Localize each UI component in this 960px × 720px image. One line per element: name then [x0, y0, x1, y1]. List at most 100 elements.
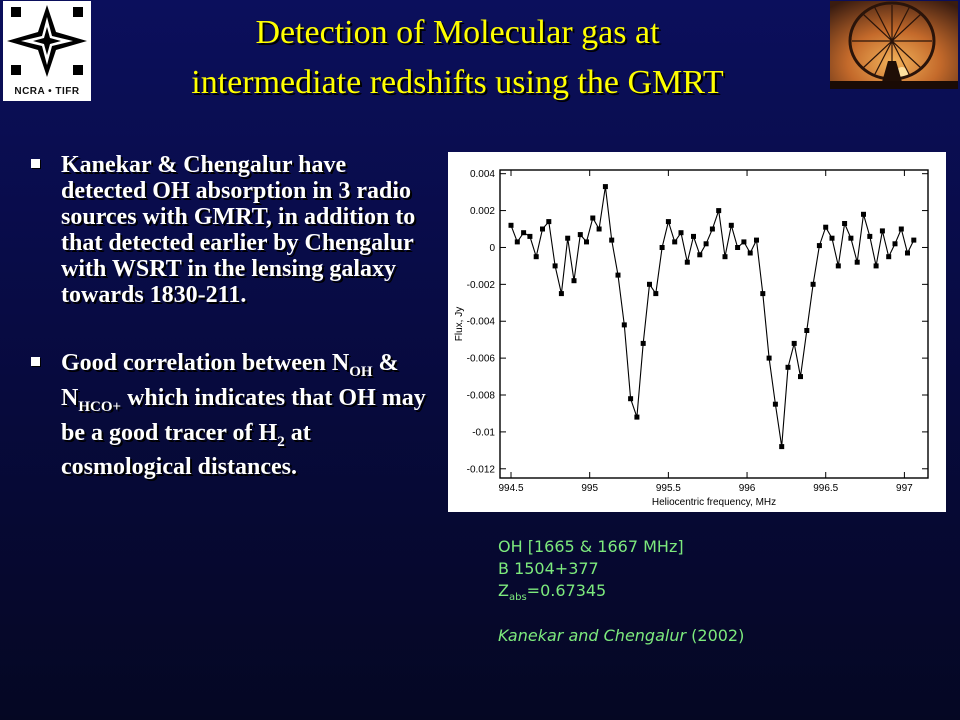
square-bullet-icon	[31, 159, 40, 168]
y-tick-label: -0.002	[467, 280, 496, 291]
oh-absorption-spectrum-chart: 0.004 0.002 0 -0.002 -0.004 -0.006 -0.008 -0.01…	[448, 152, 946, 512]
bullet-text-part: at cosmological distances.	[61, 419, 311, 481]
data-point	[842, 221, 848, 226]
data-point	[760, 291, 766, 297]
z-subscript: abs	[508, 592, 527, 604]
radio-telescope-photo	[830, 1, 958, 89]
x-tick-label: 997	[896, 483, 913, 494]
data-point	[810, 281, 816, 287]
data-point	[508, 222, 514, 228]
ncra-tifr-logo: NCRA • TIFR	[3, 1, 91, 101]
x-axis-label: Heliocentric frequency, MHz	[652, 497, 776, 508]
data-point	[533, 254, 539, 260]
data-point	[665, 219, 671, 225]
data-point	[747, 250, 753, 256]
data-point	[577, 232, 583, 238]
data-point	[647, 281, 652, 287]
data-point	[609, 237, 615, 243]
bullet-text-part: Good correlation between N	[61, 350, 350, 376]
y-tick-label: -0.012	[467, 464, 496, 475]
bullet-item-detection: Kanekar & Chengalur have detected OH abs…	[28, 152, 428, 308]
subscript-hco: HCO+	[78, 398, 122, 415]
data-point	[628, 396, 634, 402]
plot-frame	[499, 169, 929, 479]
data-point	[552, 263, 558, 269]
data-point	[785, 364, 791, 370]
data-point	[672, 239, 678, 245]
data-point	[829, 235, 835, 241]
data-point	[735, 245, 741, 250]
x-tick-label: 996.5	[813, 483, 838, 494]
caption-line-source: B 1504+377	[498, 559, 599, 578]
title-line-2: intermediate redshifts using the GMRT	[191, 64, 724, 101]
data-point	[741, 239, 747, 245]
data-point	[615, 272, 621, 278]
data-point	[848, 235, 854, 241]
data-point	[590, 215, 596, 221]
data-point	[514, 239, 520, 245]
data-point	[565, 235, 571, 241]
data-point	[798, 374, 803, 380]
data-point	[766, 355, 772, 361]
data-point	[602, 184, 608, 190]
y-tick-label: 0.002	[470, 206, 495, 217]
bullet-item-correlation: Good correlation between NOH & NHCO+ whi…	[28, 350, 428, 480]
data-point	[634, 414, 640, 420]
title-line-1: Detection of Molecular gas at	[255, 14, 660, 51]
data-point	[905, 250, 910, 256]
y-tick-label: 0	[489, 243, 495, 254]
data-point	[867, 233, 873, 239]
data-point	[596, 226, 602, 232]
data-point	[540, 226, 545, 232]
figure-caption: OH [1665 & 1667 MHz] B 1504+377 Zabs=0.6…	[498, 536, 744, 647]
data-point	[886, 254, 892, 260]
data-point	[854, 259, 860, 265]
x-tick-label: 995	[581, 483, 598, 494]
citation-authors: Kanekar and Chengalur	[498, 626, 687, 646]
star-emblem-icon	[5, 3, 89, 79]
data-point	[709, 226, 715, 232]
data-point	[791, 340, 797, 346]
data-point	[898, 226, 904, 232]
data-point	[823, 224, 829, 230]
y-tick-label: 0.004	[470, 169, 495, 180]
data-point	[716, 208, 722, 214]
data-point	[772, 401, 778, 407]
caption-citation: Kanekar and Chengalur (2002)	[498, 625, 744, 647]
caption-line-oh: OH [1665 & 1667 MHz]	[498, 537, 684, 556]
caption-line-redshift: Zabs=0.67345	[498, 580, 744, 609]
subscript-h2: 2	[277, 433, 285, 450]
data-point	[640, 340, 646, 346]
data-point	[835, 263, 841, 269]
data-point	[804, 328, 810, 333]
data-point	[873, 263, 879, 269]
data-point	[816, 243, 822, 249]
y-tick-label: -0.01	[472, 427, 495, 438]
data-point	[527, 233, 533, 239]
data-point	[546, 219, 552, 225]
logo-text: NCRA • TIFR	[14, 86, 80, 97]
y-tick-label: -0.008	[467, 391, 496, 402]
data-point	[703, 241, 709, 247]
data-point	[892, 241, 898, 247]
bullet-text-part: which indicates that OH may be a good tr…	[61, 384, 426, 446]
data-point	[571, 278, 577, 284]
y-axis-label: Flux, Jy	[454, 307, 465, 341]
data-point	[684, 259, 690, 265]
x-tick-label: 995.5	[656, 483, 681, 494]
data-point	[754, 237, 759, 243]
z-symbol: Z	[498, 581, 509, 600]
square-bullet-icon	[31, 357, 40, 366]
bullet-list: Kanekar & Chengalur have detected OH abs…	[28, 152, 428, 522]
citation-year: (2002)	[686, 626, 745, 646]
bullet-text: Kanekar & Chengalur have detected OH abs…	[61, 152, 416, 308]
y-tick-label: -0.004	[467, 317, 496, 328]
data-point	[779, 444, 785, 450]
data-point	[621, 322, 627, 328]
y-tick-label: -0.006	[467, 354, 496, 365]
bullet-text-part: & N	[61, 350, 399, 411]
data-point	[584, 239, 589, 245]
data-point	[728, 222, 734, 228]
data-point	[691, 233, 696, 239]
x-tick-label: 994.5	[498, 483, 523, 494]
